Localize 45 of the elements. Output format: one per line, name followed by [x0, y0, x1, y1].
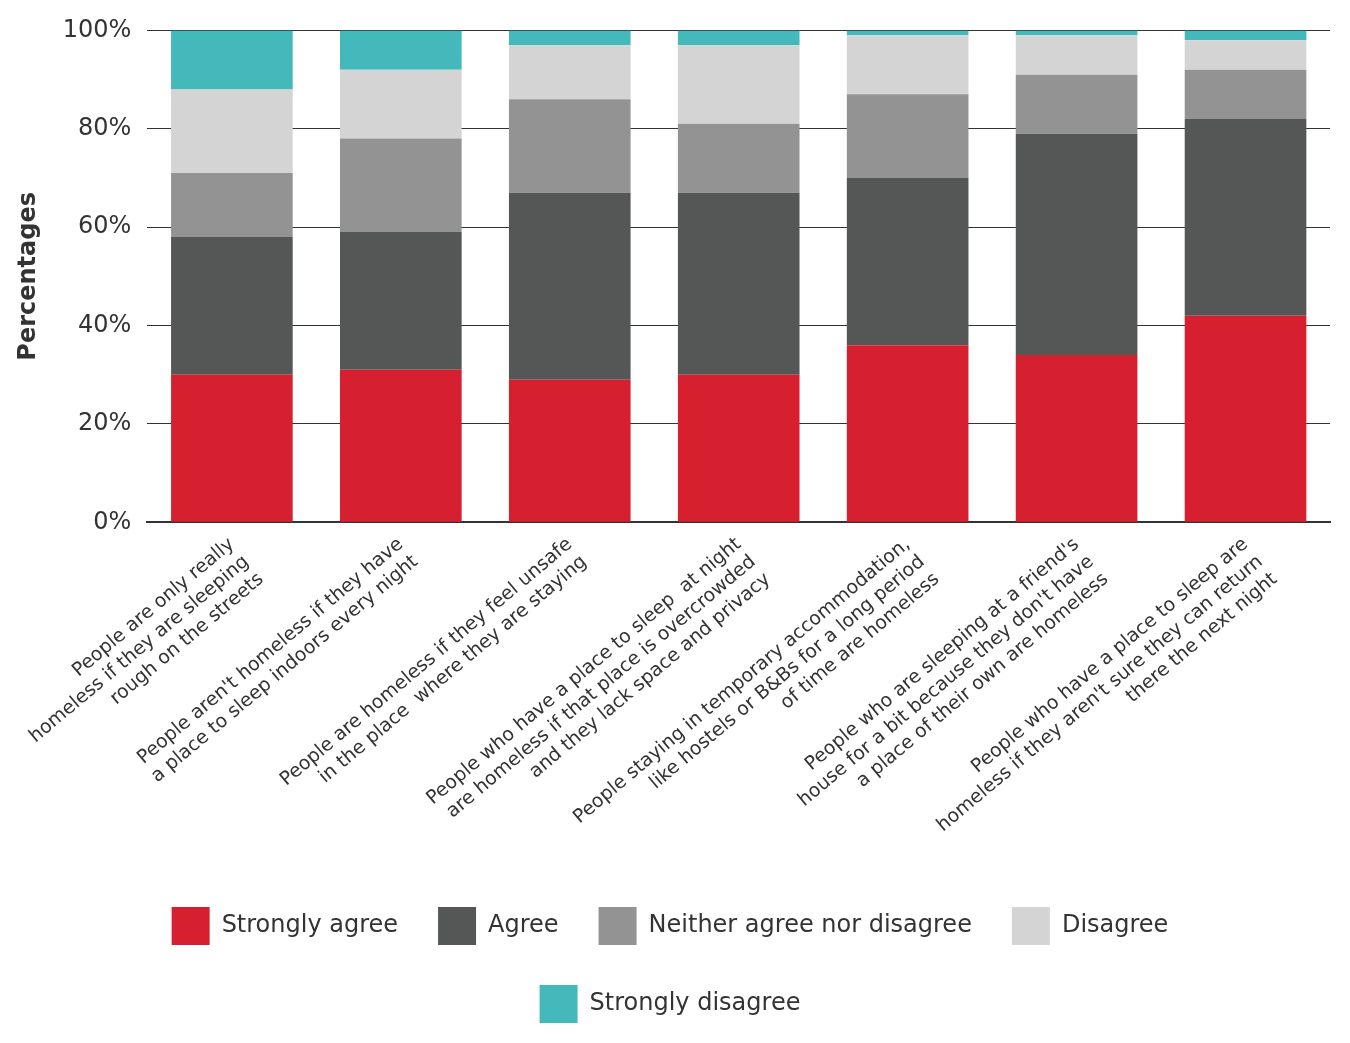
legend-label: Strongly disagree	[589, 988, 801, 1017]
bar	[677, 192, 800, 375]
bar	[846, 177, 969, 346]
y-tick-label: 0%	[93, 506, 132, 535]
bar	[677, 30, 800, 46]
bar	[508, 45, 631, 100]
y-tick-label: 20%	[78, 408, 132, 437]
y-tick-label: 40%	[78, 309, 132, 338]
bar	[171, 236, 293, 375]
bar	[340, 30, 462, 70]
bar	[846, 345, 969, 522]
bar	[1015, 35, 1138, 75]
bar	[171, 374, 293, 522]
bar	[1184, 315, 1307, 522]
bar	[508, 99, 631, 193]
y-tick-label: 80%	[78, 113, 132, 142]
legend-label: Agree	[488, 910, 559, 939]
bar	[1184, 40, 1307, 70]
bar	[1184, 30, 1307, 41]
bar	[171, 30, 293, 90]
bar	[1184, 118, 1307, 316]
bar	[340, 369, 462, 522]
y-axis-title: Percentages	[12, 191, 41, 361]
bar	[846, 35, 969, 95]
bar	[508, 30, 631, 46]
bar	[1015, 355, 1138, 522]
bar	[340, 69, 462, 139]
bar	[677, 45, 800, 124]
bar	[340, 232, 462, 370]
legend-label: Disagree	[1061, 910, 1169, 939]
bar	[846, 94, 969, 178]
bar	[677, 374, 800, 522]
bar	[508, 379, 631, 522]
bar	[508, 192, 631, 380]
bar	[1015, 74, 1138, 134]
bar	[1184, 69, 1307, 119]
bar	[1015, 133, 1138, 356]
bar	[171, 173, 293, 237]
bar	[677, 123, 800, 193]
bar	[171, 89, 293, 174]
legend-label: Neither agree nor disagree	[648, 910, 972, 939]
bar	[340, 138, 462, 233]
y-tick-label: 100%	[62, 14, 132, 43]
y-tick-label: 60%	[78, 211, 132, 240]
legend-label: Strongly agree	[221, 910, 399, 939]
